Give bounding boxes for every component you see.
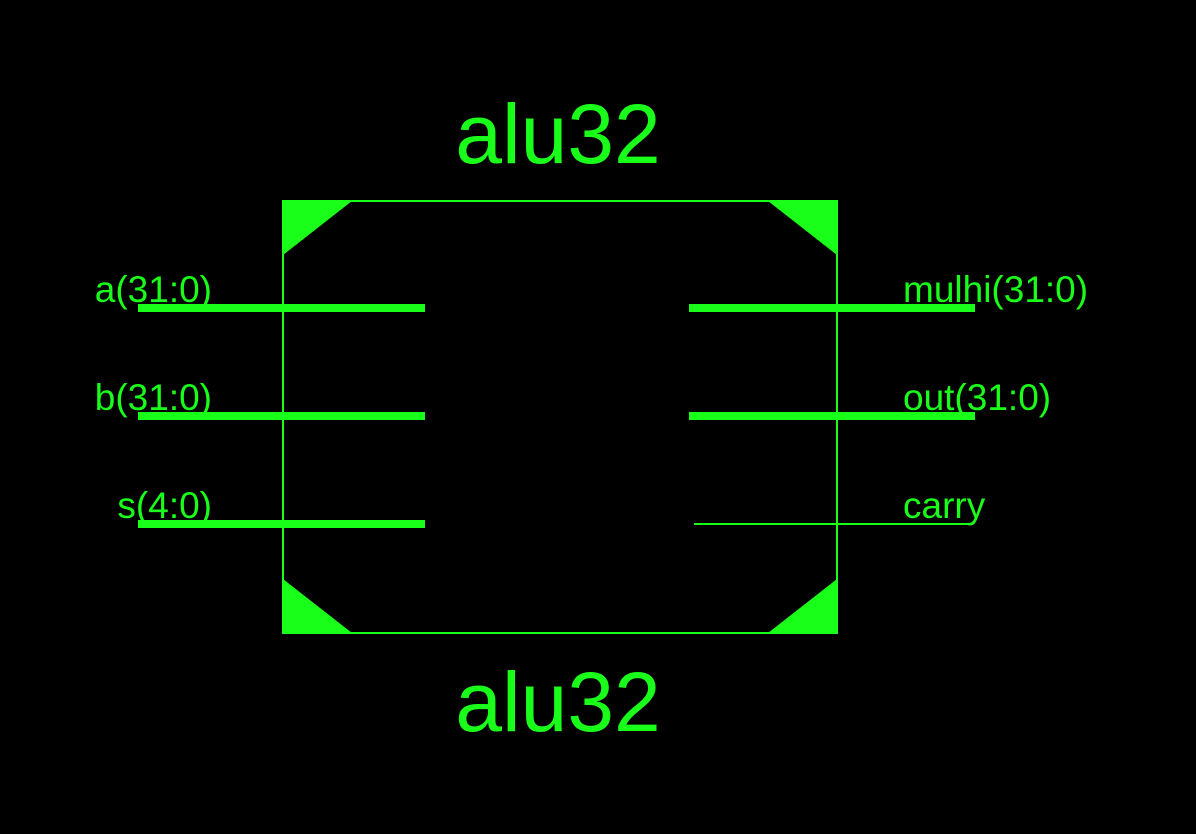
block-title-top: alu32 — [455, 87, 661, 181]
output-pin-label-out: out(31:0) — [903, 377, 1051, 418]
input-pin-b[interactable]: b(31:0) — [95, 377, 425, 420]
output-pin-out[interactable]: out(31:0) — [689, 377, 1051, 420]
corner-marker-top-left — [283, 201, 352, 255]
input-pin-a[interactable]: a(31:0) — [95, 269, 425, 312]
input-pin-label-b: b(31:0) — [95, 377, 212, 418]
output-pin-carry[interactable]: carry — [694, 485, 986, 526]
corner-marker-bottom-right — [768, 579, 837, 633]
output-pin-label-carry: carry — [903, 485, 986, 526]
corner-marker-bottom-left — [283, 579, 352, 633]
block-title-bottom: alu32 — [455, 655, 661, 749]
corner-marker-top-right — [768, 201, 837, 255]
input-pin-s[interactable]: s(4:0) — [117, 485, 425, 528]
input-pin-label-a: a(31:0) — [95, 269, 212, 310]
output-pin-label-mulhi: mulhi(31:0) — [903, 269, 1088, 310]
output-pin-mulhi[interactable]: mulhi(31:0) — [689, 269, 1088, 312]
block-symbol[interactable] — [282, 200, 838, 634]
input-pin-label-s: s(4:0) — [117, 485, 212, 526]
